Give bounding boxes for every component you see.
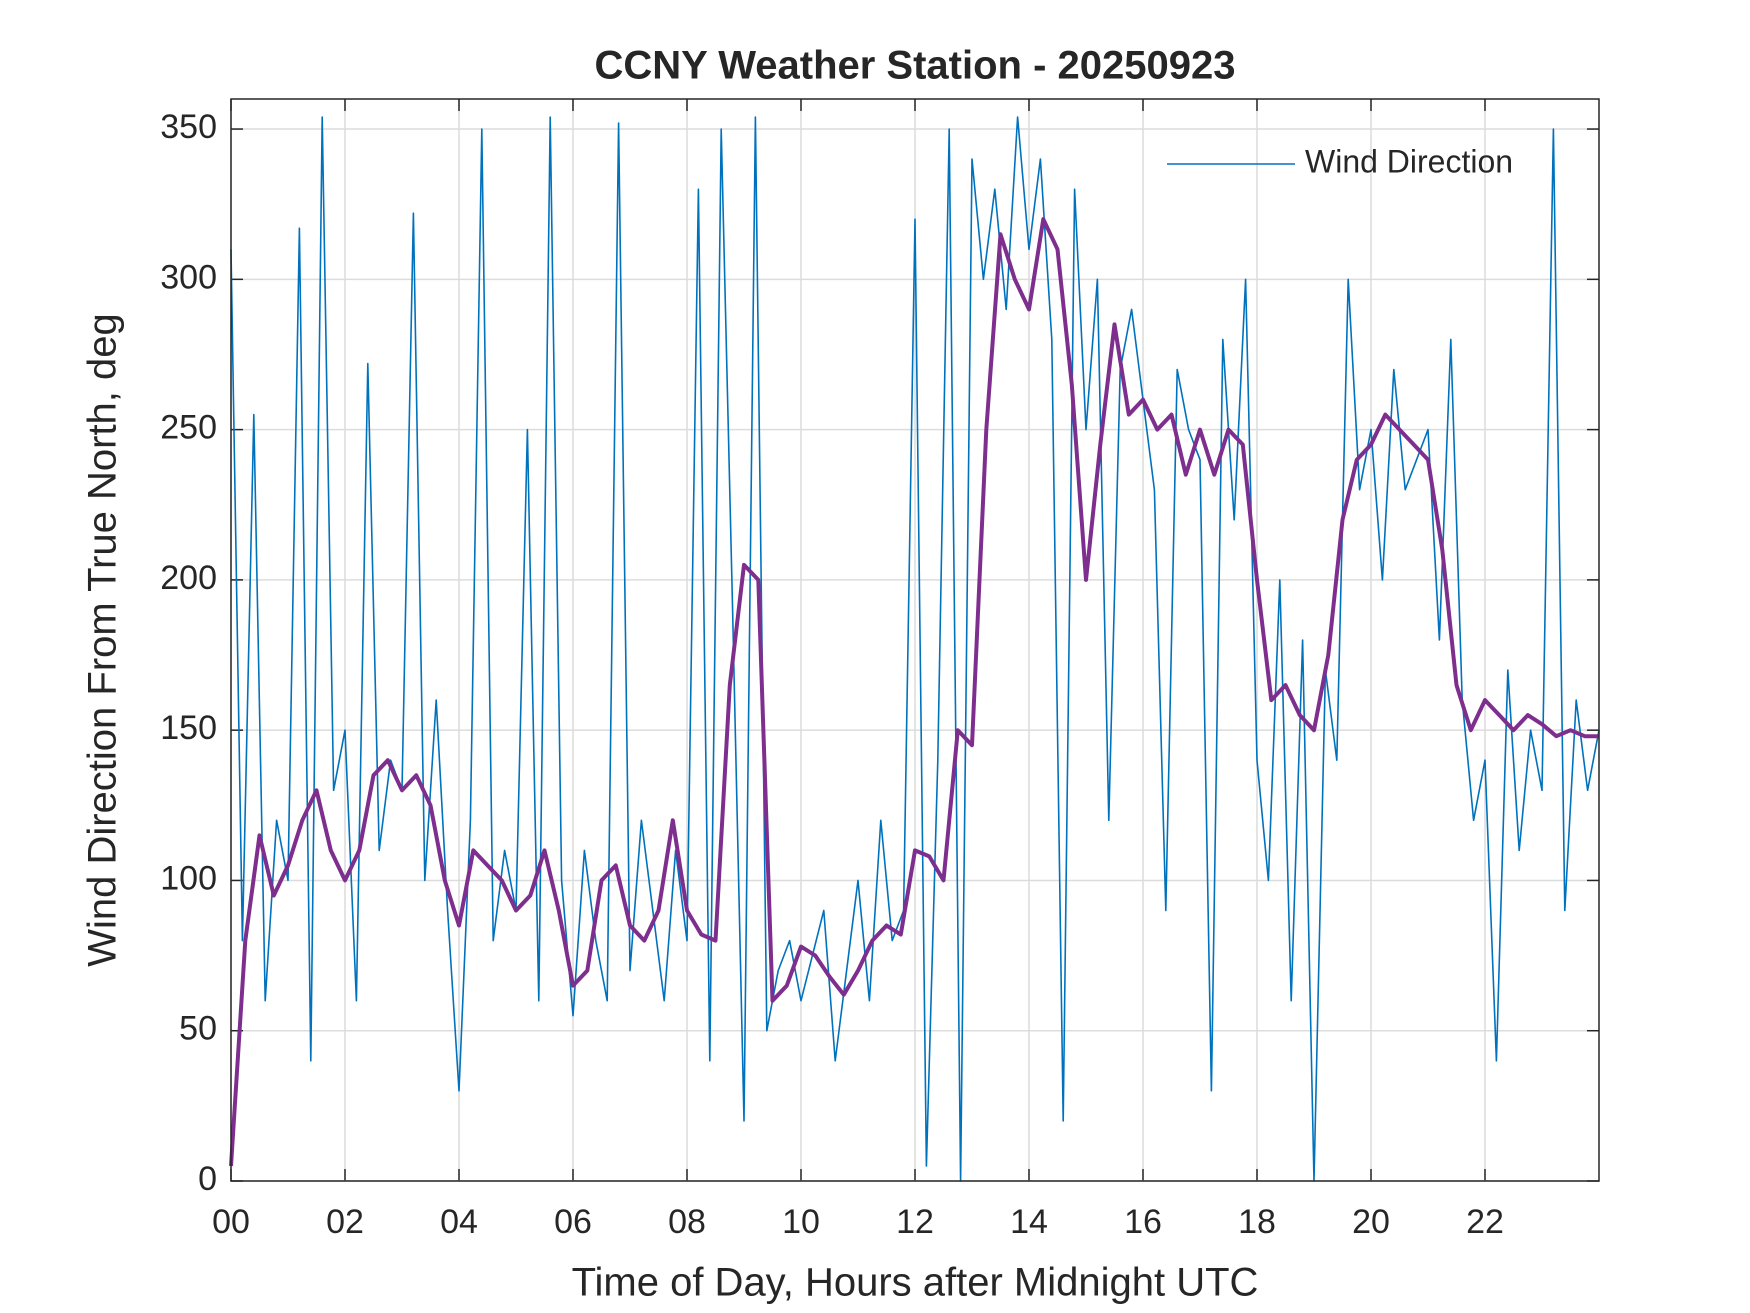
x-tick-label: 10 xyxy=(782,1203,820,1241)
y-tick-label: 250 xyxy=(160,409,217,447)
x-tick-label: 22 xyxy=(1466,1203,1504,1241)
x-tick-label: 12 xyxy=(896,1203,934,1241)
chart-title: CCNY Weather Station - 20250923 xyxy=(595,44,1236,88)
x-tick-label: 00 xyxy=(212,1203,250,1241)
data-line xyxy=(230,116,1600,1182)
y-tick-label: 100 xyxy=(160,859,217,897)
plot-frame xyxy=(230,98,1600,1182)
y-tick-label: 0 xyxy=(198,1160,217,1198)
x-tick-label: 16 xyxy=(1124,1203,1162,1241)
y-tick-label: 50 xyxy=(179,1010,217,1048)
x-tick-label: 20 xyxy=(1352,1203,1390,1241)
x-tick-label: 06 xyxy=(554,1203,592,1241)
y-tick-label: 300 xyxy=(160,258,217,296)
y-axis-label: Wind Direction From True North, deg xyxy=(81,313,125,967)
data-line xyxy=(229,217,1599,1167)
x-tick-label: 02 xyxy=(326,1203,364,1241)
y-tick-label: 200 xyxy=(160,559,217,597)
y-tick-label: 150 xyxy=(160,709,217,747)
x-tick-label: 04 xyxy=(440,1203,478,1241)
x-tick-label: 08 xyxy=(668,1203,706,1241)
y-tick-label: 350 xyxy=(160,108,217,146)
x-tick-label: 18 xyxy=(1238,1203,1276,1241)
legend-label: Wind Direction xyxy=(1305,143,1513,179)
x-tick-label: 14 xyxy=(1010,1203,1048,1241)
x-axis-label: Time of Day, Hours after Midnight UTC xyxy=(572,1261,1259,1305)
